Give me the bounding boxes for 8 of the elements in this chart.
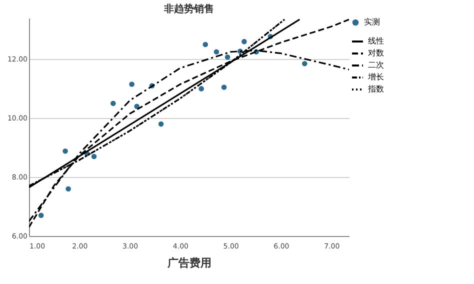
legend-label: 对数 bbox=[368, 48, 384, 58]
legend-label: 二次 bbox=[368, 60, 384, 70]
x-axis-title: 广告费用 bbox=[166, 256, 212, 270]
legend-label: 指数 bbox=[367, 84, 384, 94]
legend-label: 增长 bbox=[367, 72, 384, 82]
legend-label: 线性 bbox=[368, 36, 384, 46]
chart-title: 非趋势销售 bbox=[163, 3, 214, 15]
legend-label: 实测 bbox=[364, 18, 380, 26]
